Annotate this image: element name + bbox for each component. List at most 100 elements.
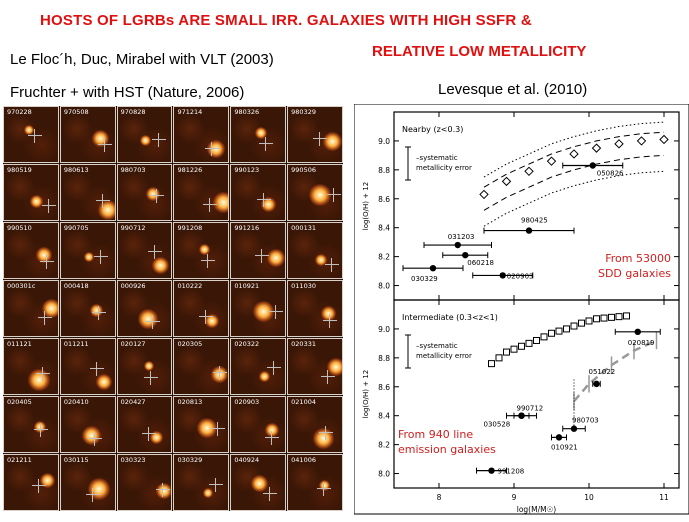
galaxy-blob: [137, 309, 158, 329]
galaxy-blob: [309, 184, 332, 206]
x-tick-label: 11: [659, 493, 669, 502]
thumbnail-cell: 020427: [116, 396, 173, 453]
thumbnail-cell: 990712: [116, 222, 173, 279]
relation-square-marker: [503, 348, 510, 356]
systematic-error-label: metallicity error: [416, 164, 472, 172]
crosshair-icon: [255, 249, 270, 263]
thumbnail-label: 990510: [7, 224, 32, 232]
galaxy-blob: [36, 247, 52, 263]
thumbnail-cell: 991216: [230, 222, 287, 279]
relation-square-marker: [540, 333, 548, 341]
plot-frame-2: [393, 299, 680, 489]
thumbnail-label: 020410: [63, 398, 89, 406]
crosshair-icon: [95, 194, 110, 208]
relation-square-marker: [488, 360, 495, 368]
relation-diamond-marker: [479, 189, 489, 200]
y-tick-label: 9.0: [378, 325, 390, 334]
thumbnail-label: 970508: [63, 108, 89, 116]
galaxy-blob: [261, 197, 277, 212]
relation-square-marker: [548, 329, 555, 337]
thumbnail-label: 990506: [291, 166, 316, 174]
thumbnail-cell: 020322: [230, 338, 287, 395]
x-tick-label: 9: [512, 493, 517, 502]
grb-host-point: [555, 434, 563, 441]
relation-diamond-marker: [591, 143, 602, 153]
thumbnail-label: 980703: [120, 166, 146, 174]
galaxy-blob: [81, 426, 101, 445]
thumbnail-label: 000418: [63, 282, 89, 290]
thumbnail-label: 020903: [234, 398, 260, 406]
thumbnail-cell: 981226: [173, 164, 230, 221]
y-tick-label: 8.2: [378, 253, 390, 262]
thumbnail-label: 020331: [291, 340, 316, 348]
y-tick-label: 8.4: [378, 224, 390, 233]
crosshair-icon: [91, 306, 106, 320]
thumbnail-label: 021004: [291, 398, 316, 406]
thumbnail-cell: 970508: [59, 106, 116, 163]
point-label: 020903: [507, 272, 534, 280]
crosshair-icon: [265, 431, 280, 445]
thumbnail-cell: 971214: [173, 106, 230, 163]
annotation-label: From 53000: [605, 252, 671, 265]
galaxy-blob: [199, 244, 211, 255]
thumbnail-cell: 030323: [116, 454, 173, 511]
crosshair-icon: [327, 188, 342, 202]
thumbnail-cell: 980326: [230, 106, 287, 163]
galaxy-blob: [139, 135, 151, 146]
thumbnail-cell: 030115: [59, 454, 116, 511]
relation-diamond-marker: [546, 156, 557, 166]
relation-square-marker: [563, 325, 570, 333]
thumbnail-label: 000926: [120, 282, 146, 290]
grb-host-point: [570, 425, 578, 432]
thumbnail-label: 020427: [120, 398, 146, 406]
crosshair-icon: [313, 132, 328, 146]
relation-upper-dashed: [483, 131, 665, 188]
galaxy-blob: [24, 125, 34, 135]
crosshair-icon: [201, 254, 216, 268]
thumbnail-cell: 991208: [173, 222, 230, 279]
y-axis-label: log(O/H) + 12: [362, 182, 370, 231]
galaxy-blob: [89, 304, 103, 317]
thumbnail-cell: 020331: [287, 338, 343, 395]
thumbnail-label: 020127: [120, 340, 146, 348]
crosshair-icon: [323, 314, 338, 328]
thumbnail-cell: 990510: [3, 222, 59, 279]
relation-diamond-marker: [636, 136, 647, 146]
slide-title-line1: HOSTS OF LGRBs ARE SMALL IRR. GALAXIES W…: [40, 12, 532, 29]
systematic-error-label: –systematic: [416, 154, 458, 162]
plots-frame: [353, 103, 689, 515]
metallicity-plots: 8.0 8.2 8.4 8.6 8.8 9.0 log(O/H) + 12 Nearby (z…: [353, 103, 689, 517]
x-tick-label: 8: [437, 493, 442, 502]
y-tick-label: 8.6: [378, 195, 390, 204]
relation-square-marker: [518, 342, 525, 350]
crosshair-icon: [87, 432, 102, 446]
thumbnail-cell: 020903: [230, 396, 287, 453]
thumbnail-cell: 990705: [59, 222, 116, 279]
thumbnail-cell: 020410: [59, 396, 116, 453]
thumbnail-label: 991216: [234, 224, 260, 232]
point-label: 030329: [411, 275, 438, 283]
thumbnail-cell: 011211: [59, 338, 116, 395]
crosshair-icon: [259, 137, 274, 151]
galaxy-blob: [151, 257, 169, 274]
grb-host-point: [593, 380, 600, 388]
thumbnail-label: 990712: [120, 224, 146, 232]
grb-host-point: [589, 162, 596, 169]
galaxy-blob: [321, 306, 337, 321]
systematic-error-label: –systematic: [416, 342, 458, 350]
relation-diamond-marker: [614, 139, 624, 149]
crosshair-icon: [319, 426, 334, 440]
thumbnail-cell: 980703: [116, 164, 173, 221]
point-label: 060218: [467, 259, 494, 267]
point-label: 020819: [628, 339, 655, 347]
thumbnail-cell: 980519: [3, 164, 59, 221]
relation-square-marker: [600, 314, 608, 322]
galaxy-blob: [265, 423, 280, 437]
crosshair-icon: [145, 315, 160, 329]
thumbnail-cell: 010921: [230, 280, 287, 337]
host-galaxy-thumbnail-grid: 970228 970508 970828 971214 980326 980329 9805…: [3, 106, 343, 511]
point-label: 990712: [517, 405, 544, 413]
thumbnail-cell: 000301c: [3, 280, 59, 337]
thumbnail-cell: 021211: [3, 454, 59, 511]
y-tick-label: 8.6: [378, 383, 390, 392]
